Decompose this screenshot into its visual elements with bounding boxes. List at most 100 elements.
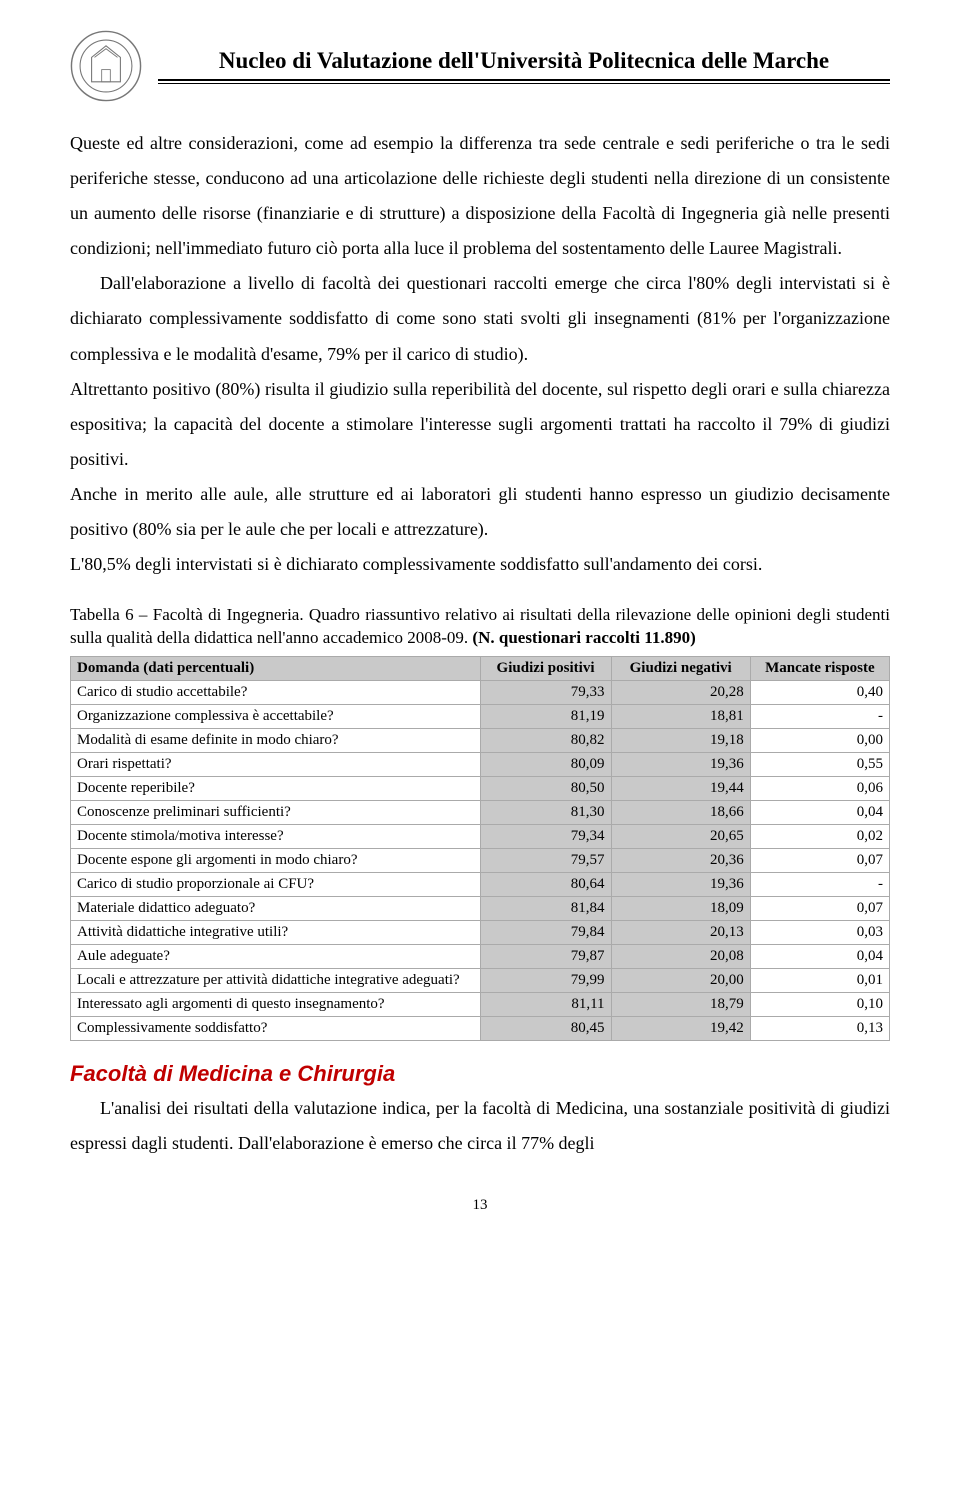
cell-missing: 0,00 [750, 729, 889, 753]
cell-positive: 80,64 [480, 873, 611, 897]
cell-question: Docente stimola/motiva interesse? [71, 825, 481, 849]
cell-missing: 0,07 [750, 897, 889, 921]
cell-missing: 0,04 [750, 801, 889, 825]
header-title-block: Nucleo di Valutazione dell'Università Po… [158, 48, 890, 84]
cell-missing: - [750, 705, 889, 729]
cell-negative: 19,36 [611, 753, 750, 777]
cell-missing: 0,40 [750, 681, 889, 705]
body-text: Queste ed altre considerazioni, come ad … [70, 126, 890, 582]
cell-missing: 0,03 [750, 921, 889, 945]
cell-negative: 20,13 [611, 921, 750, 945]
cell-missing: 0,02 [750, 825, 889, 849]
cell-positive: 79,87 [480, 945, 611, 969]
col-header-question: Domanda (dati percentuali) [71, 657, 481, 681]
table-row: Complessivamente soddisfatto?80,4519,420… [71, 1017, 890, 1041]
cell-question: Complessivamente soddisfatto? [71, 1017, 481, 1041]
col-header-negative: Giudizi negativi [611, 657, 750, 681]
cell-question: Orari rispettati? [71, 753, 481, 777]
table-row: Aule adeguate?79,8720,080,04 [71, 945, 890, 969]
cell-positive: 80,45 [480, 1017, 611, 1041]
cell-positive: 81,11 [480, 993, 611, 1017]
cell-question: Docente espone gli argomenti in modo chi… [71, 849, 481, 873]
cell-positive: 79,57 [480, 849, 611, 873]
cell-question: Conoscenze preliminari sufficienti? [71, 801, 481, 825]
cell-positive: 81,30 [480, 801, 611, 825]
cell-negative: 20,65 [611, 825, 750, 849]
cell-negative: 20,00 [611, 969, 750, 993]
table-row: Conoscenze preliminari sufficienti?81,30… [71, 801, 890, 825]
cell-missing: 0,01 [750, 969, 889, 993]
cell-question: Modalità di esame definite in modo chiar… [71, 729, 481, 753]
cell-positive: 80,50 [480, 777, 611, 801]
cell-negative: 19,18 [611, 729, 750, 753]
cell-negative: 18,66 [611, 801, 750, 825]
cell-negative: 18,09 [611, 897, 750, 921]
cell-question: Docente reperibile? [71, 777, 481, 801]
header-rule [158, 79, 890, 84]
paragraph-4: Anche in merito alle aule, alle struttur… [70, 477, 890, 547]
cell-negative: 20,36 [611, 849, 750, 873]
table-row: Carico di studio accettabile?79,3320,280… [71, 681, 890, 705]
table-head: Domanda (dati percentuali) Giudizi posit… [71, 657, 890, 681]
table-body: Carico di studio accettabile?79,3320,280… [71, 681, 890, 1041]
cell-negative: 19,42 [611, 1017, 750, 1041]
cell-positive: 81,84 [480, 897, 611, 921]
paragraph-2: Dall'elaborazione a livello di facoltà d… [70, 266, 890, 371]
cell-positive: 79,33 [480, 681, 611, 705]
table-caption: Tabella 6 – Facoltà di Ingegneria. Quadr… [70, 604, 890, 650]
page: Nucleo di Valutazione dell'Università Po… [0, 0, 960, 1234]
cell-negative: 18,81 [611, 705, 750, 729]
table-row: Organizzazione complessiva è accettabile… [71, 705, 890, 729]
cell-positive: 79,34 [480, 825, 611, 849]
cell-question: Aule adeguate? [71, 945, 481, 969]
cell-question: Carico di studio accettabile? [71, 681, 481, 705]
survey-results-table: Domanda (dati percentuali) Giudizi posit… [70, 656, 890, 1041]
page-number: 13 [70, 1197, 890, 1214]
table-row: Docente reperibile?80,5019,440,06 [71, 777, 890, 801]
paragraph-3: Altrettanto positivo (80%) risulta il gi… [70, 372, 890, 477]
table-row: Locali e attrezzature per attività didat… [71, 969, 890, 993]
paragraph-5: L'80,5% degli intervistati si è dichiara… [70, 547, 890, 582]
cell-missing: 0,55 [750, 753, 889, 777]
cell-missing: 0,13 [750, 1017, 889, 1041]
header-title: Nucleo di Valutazione dell'Università Po… [158, 48, 890, 77]
cell-negative: 19,36 [611, 873, 750, 897]
section-paragraph-1: L'analisi dei risultati della valutazion… [70, 1091, 890, 1161]
cell-question: Attività didattiche integrative utili? [71, 921, 481, 945]
table-row: Carico di studio proporzionale ai CFU?80… [71, 873, 890, 897]
cell-positive: 80,09 [480, 753, 611, 777]
cell-negative: 20,28 [611, 681, 750, 705]
cell-positive: 81,19 [480, 705, 611, 729]
page-header: Nucleo di Valutazione dell'Università Po… [70, 30, 890, 102]
table-row: Docente espone gli argomenti in modo chi… [71, 849, 890, 873]
cell-question: Interessato agli argomenti di questo ins… [71, 993, 481, 1017]
table-row: Orari rispettati?80,0919,360,55 [71, 753, 890, 777]
section-body: L'analisi dei risultati della valutazion… [70, 1091, 890, 1161]
cell-negative: 19,44 [611, 777, 750, 801]
cell-missing: 0,06 [750, 777, 889, 801]
cell-question: Locali e attrezzature per attività didat… [71, 969, 481, 993]
table-row: Docente stimola/motiva interesse?79,3420… [71, 825, 890, 849]
table-row: Attività didattiche integrative utili?79… [71, 921, 890, 945]
cell-missing: 0,10 [750, 993, 889, 1017]
cell-question: Organizzazione complessiva è accettabile… [71, 705, 481, 729]
cell-missing: - [750, 873, 889, 897]
table-row: Modalità di esame definite in modo chiar… [71, 729, 890, 753]
col-header-positive: Giudizi positivi [480, 657, 611, 681]
table-row: Interessato agli argomenti di questo ins… [71, 993, 890, 1017]
cell-positive: 79,99 [480, 969, 611, 993]
table-caption-bold: (N. questionari raccolti 11.890) [472, 628, 695, 647]
cell-negative: 20,08 [611, 945, 750, 969]
paragraph-1: Queste ed altre considerazioni, come ad … [70, 126, 890, 266]
cell-missing: 0,04 [750, 945, 889, 969]
cell-positive: 79,84 [480, 921, 611, 945]
cell-positive: 80,82 [480, 729, 611, 753]
col-header-missing: Mancate risposte [750, 657, 889, 681]
section-heading-medicina: Facoltà di Medicina e Chirurgia [70, 1061, 890, 1087]
cell-question: Carico di studio proporzionale ai CFU? [71, 873, 481, 897]
cell-negative: 18,79 [611, 993, 750, 1017]
university-seal-icon [70, 30, 142, 102]
cell-question: Materiale didattico adeguato? [71, 897, 481, 921]
cell-missing: 0,07 [750, 849, 889, 873]
table-row: Materiale didattico adeguato?81,8418,090… [71, 897, 890, 921]
